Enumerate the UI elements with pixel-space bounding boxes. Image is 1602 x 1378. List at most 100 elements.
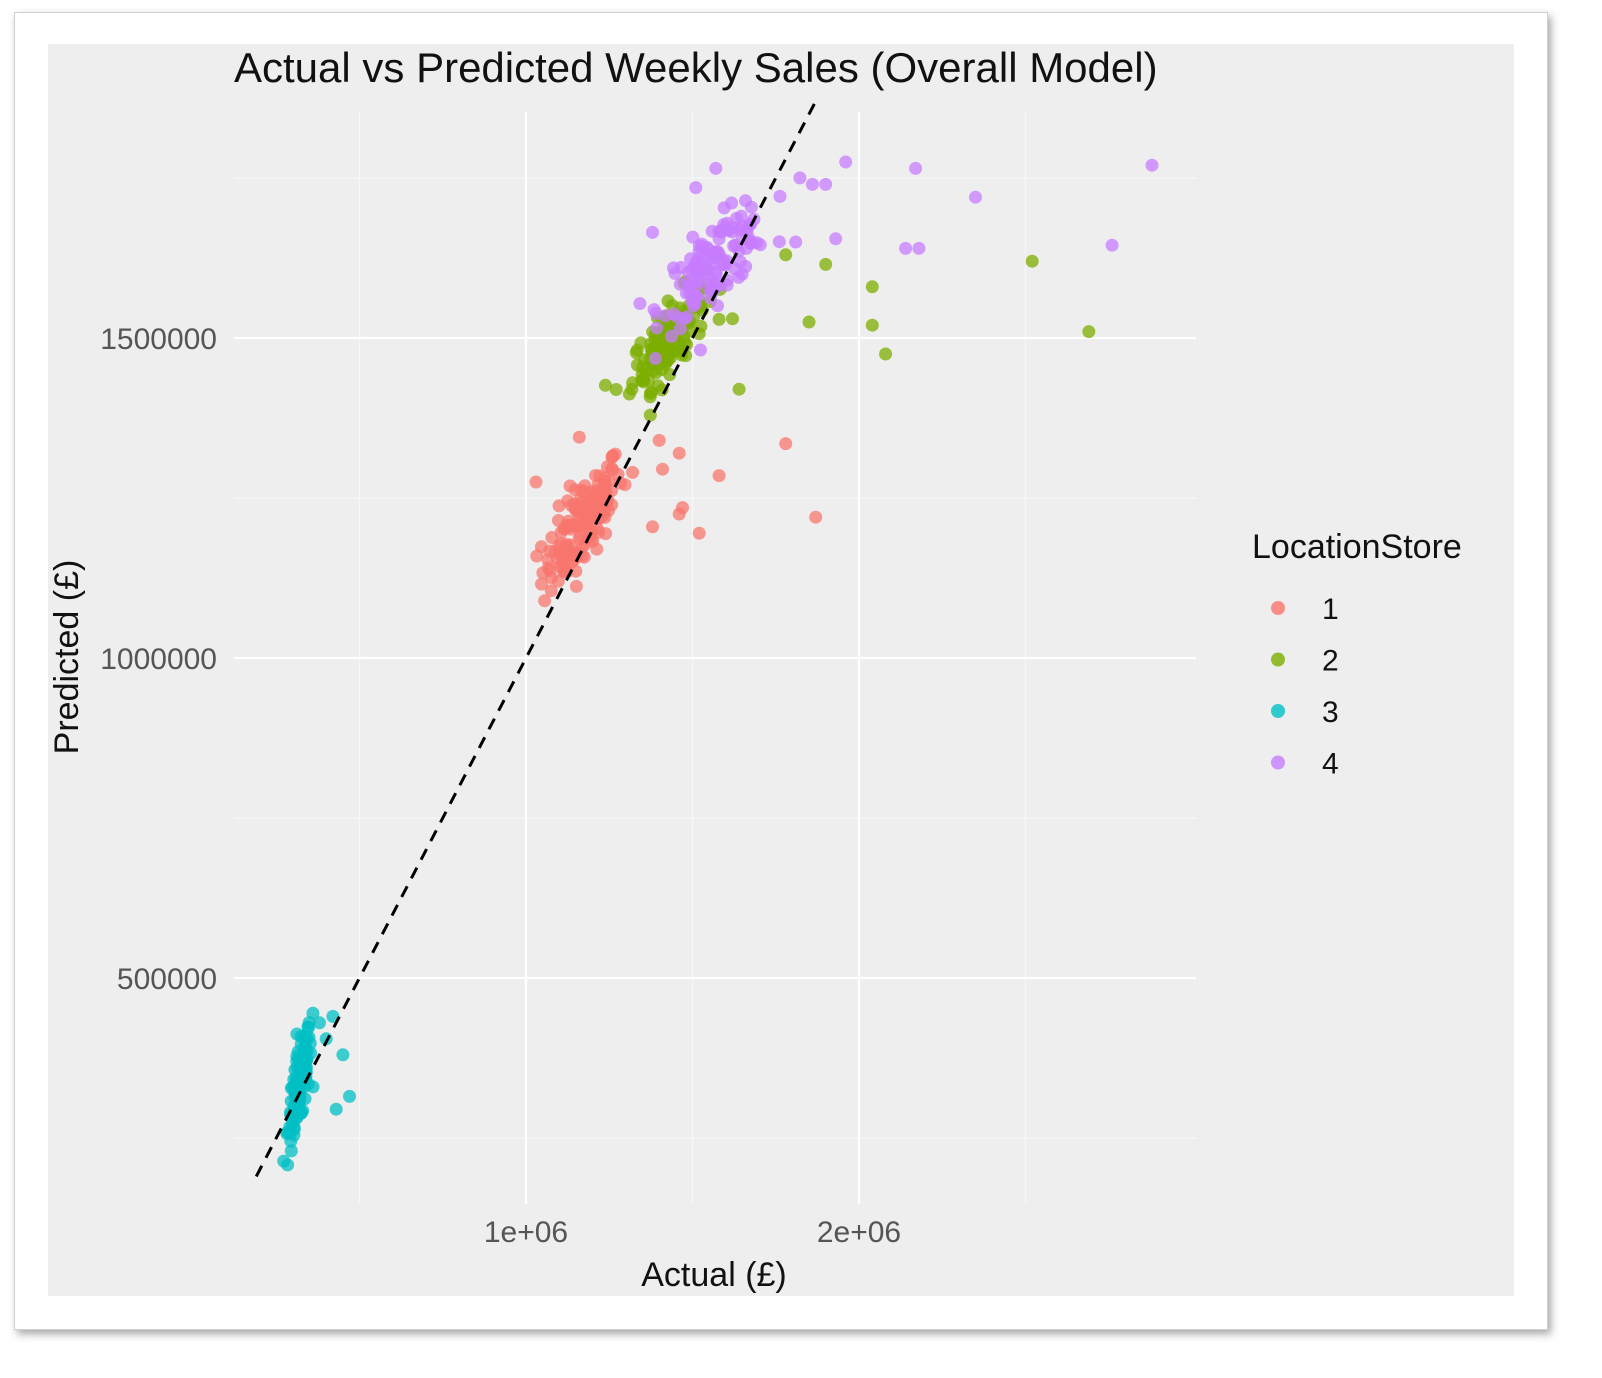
data-point — [802, 315, 816, 329]
data-point — [969, 190, 982, 204]
grid-lines — [234, 112, 1196, 1204]
data-point — [647, 303, 661, 317]
y-tick-labels: 500000 1000000 1500000 — [100, 323, 217, 996]
data-point — [689, 181, 703, 195]
data-point — [716, 254, 730, 268]
data-point — [564, 522, 578, 536]
legend-item-4: 4 — [1271, 748, 1339, 781]
data-point — [656, 462, 669, 476]
data-point — [739, 260, 753, 273]
data-point — [728, 262, 742, 276]
data-point — [744, 200, 758, 214]
legend-label: 4 — [1322, 748, 1339, 781]
legend-swatch — [1271, 755, 1285, 770]
data-point — [313, 1016, 326, 1030]
data-point — [569, 579, 583, 593]
data-point — [609, 383, 623, 396]
data-point — [626, 465, 640, 479]
data-point — [720, 278, 734, 292]
data-point — [659, 353, 673, 367]
data-point — [686, 230, 700, 244]
data-point — [648, 352, 662, 365]
data-point — [732, 382, 746, 396]
data-point — [819, 177, 833, 191]
data-point — [646, 520, 659, 534]
data-point — [645, 385, 659, 399]
x-tick-label: 1e+06 — [484, 1216, 568, 1249]
chart-title: Actual vs Predicted Weekly Sales (Overal… — [234, 44, 1158, 91]
data-point — [544, 571, 558, 585]
data-point — [712, 312, 726, 326]
data-point — [557, 565, 571, 578]
data-point — [606, 449, 620, 463]
data-point — [658, 309, 672, 323]
data-point — [709, 265, 723, 279]
data-point — [598, 378, 612, 392]
data-points — [277, 155, 1159, 1172]
legend-label: 1 — [1322, 593, 1339, 626]
data-point — [294, 1062, 308, 1076]
data-point — [706, 277, 720, 291]
legend-swatch — [1271, 601, 1285, 615]
data-point — [544, 584, 558, 598]
reference-line-group — [254, 100, 818, 1178]
data-point — [712, 469, 726, 483]
data-point — [725, 196, 739, 210]
data-point — [336, 1048, 350, 1062]
data-point — [1145, 158, 1159, 172]
data-point — [829, 232, 843, 246]
y-axis-label: Predicted (£) — [48, 560, 86, 755]
data-point — [819, 257, 833, 271]
data-point — [545, 531, 559, 544]
data-point — [672, 446, 686, 460]
legend-item-3: 3 — [1271, 696, 1339, 729]
data-point — [672, 507, 686, 521]
data-point — [899, 241, 913, 255]
data-point — [865, 318, 879, 332]
data-point — [652, 433, 666, 447]
data-point — [709, 161, 723, 175]
data-point — [779, 437, 793, 451]
data-point — [636, 361, 650, 375]
legend-swatch — [1271, 652, 1285, 667]
data-point — [577, 485, 591, 499]
legend-title: LocationStore — [1252, 528, 1462, 566]
data-point — [678, 312, 692, 325]
data-point — [684, 252, 697, 266]
data-point — [292, 1080, 306, 1094]
x-tick-labels: 1e+06 2e+06 — [484, 1216, 901, 1249]
data-point — [529, 475, 543, 489]
data-point — [535, 577, 548, 591]
data-point — [530, 549, 544, 563]
data-point — [650, 321, 664, 335]
data-point — [809, 510, 823, 524]
data-point — [753, 238, 767, 252]
data-point — [277, 1154, 291, 1168]
data-point — [541, 553, 555, 567]
data-point — [1025, 254, 1039, 268]
data-point — [673, 322, 687, 336]
data-point — [695, 237, 709, 251]
data-point — [779, 248, 793, 262]
data-point — [306, 1006, 320, 1020]
y-tick-label: 1500000 — [100, 323, 217, 356]
y-tick-label: 1000000 — [100, 643, 217, 676]
data-point — [597, 503, 611, 517]
x-tick-label: 2e+06 — [817, 1216, 901, 1249]
data-point — [646, 225, 659, 239]
data-point — [563, 479, 577, 493]
data-point — [284, 1144, 298, 1158]
series-4-points — [633, 155, 1159, 365]
data-point — [663, 368, 677, 382]
data-point — [1105, 238, 1119, 252]
data-point — [665, 329, 678, 343]
data-point — [343, 1089, 356, 1103]
data-point — [725, 225, 739, 239]
data-point — [909, 161, 923, 175]
legend-label: 3 — [1322, 696, 1339, 729]
data-point — [772, 235, 786, 249]
data-point — [805, 177, 819, 191]
data-point — [692, 526, 706, 540]
data-point — [633, 297, 647, 310]
